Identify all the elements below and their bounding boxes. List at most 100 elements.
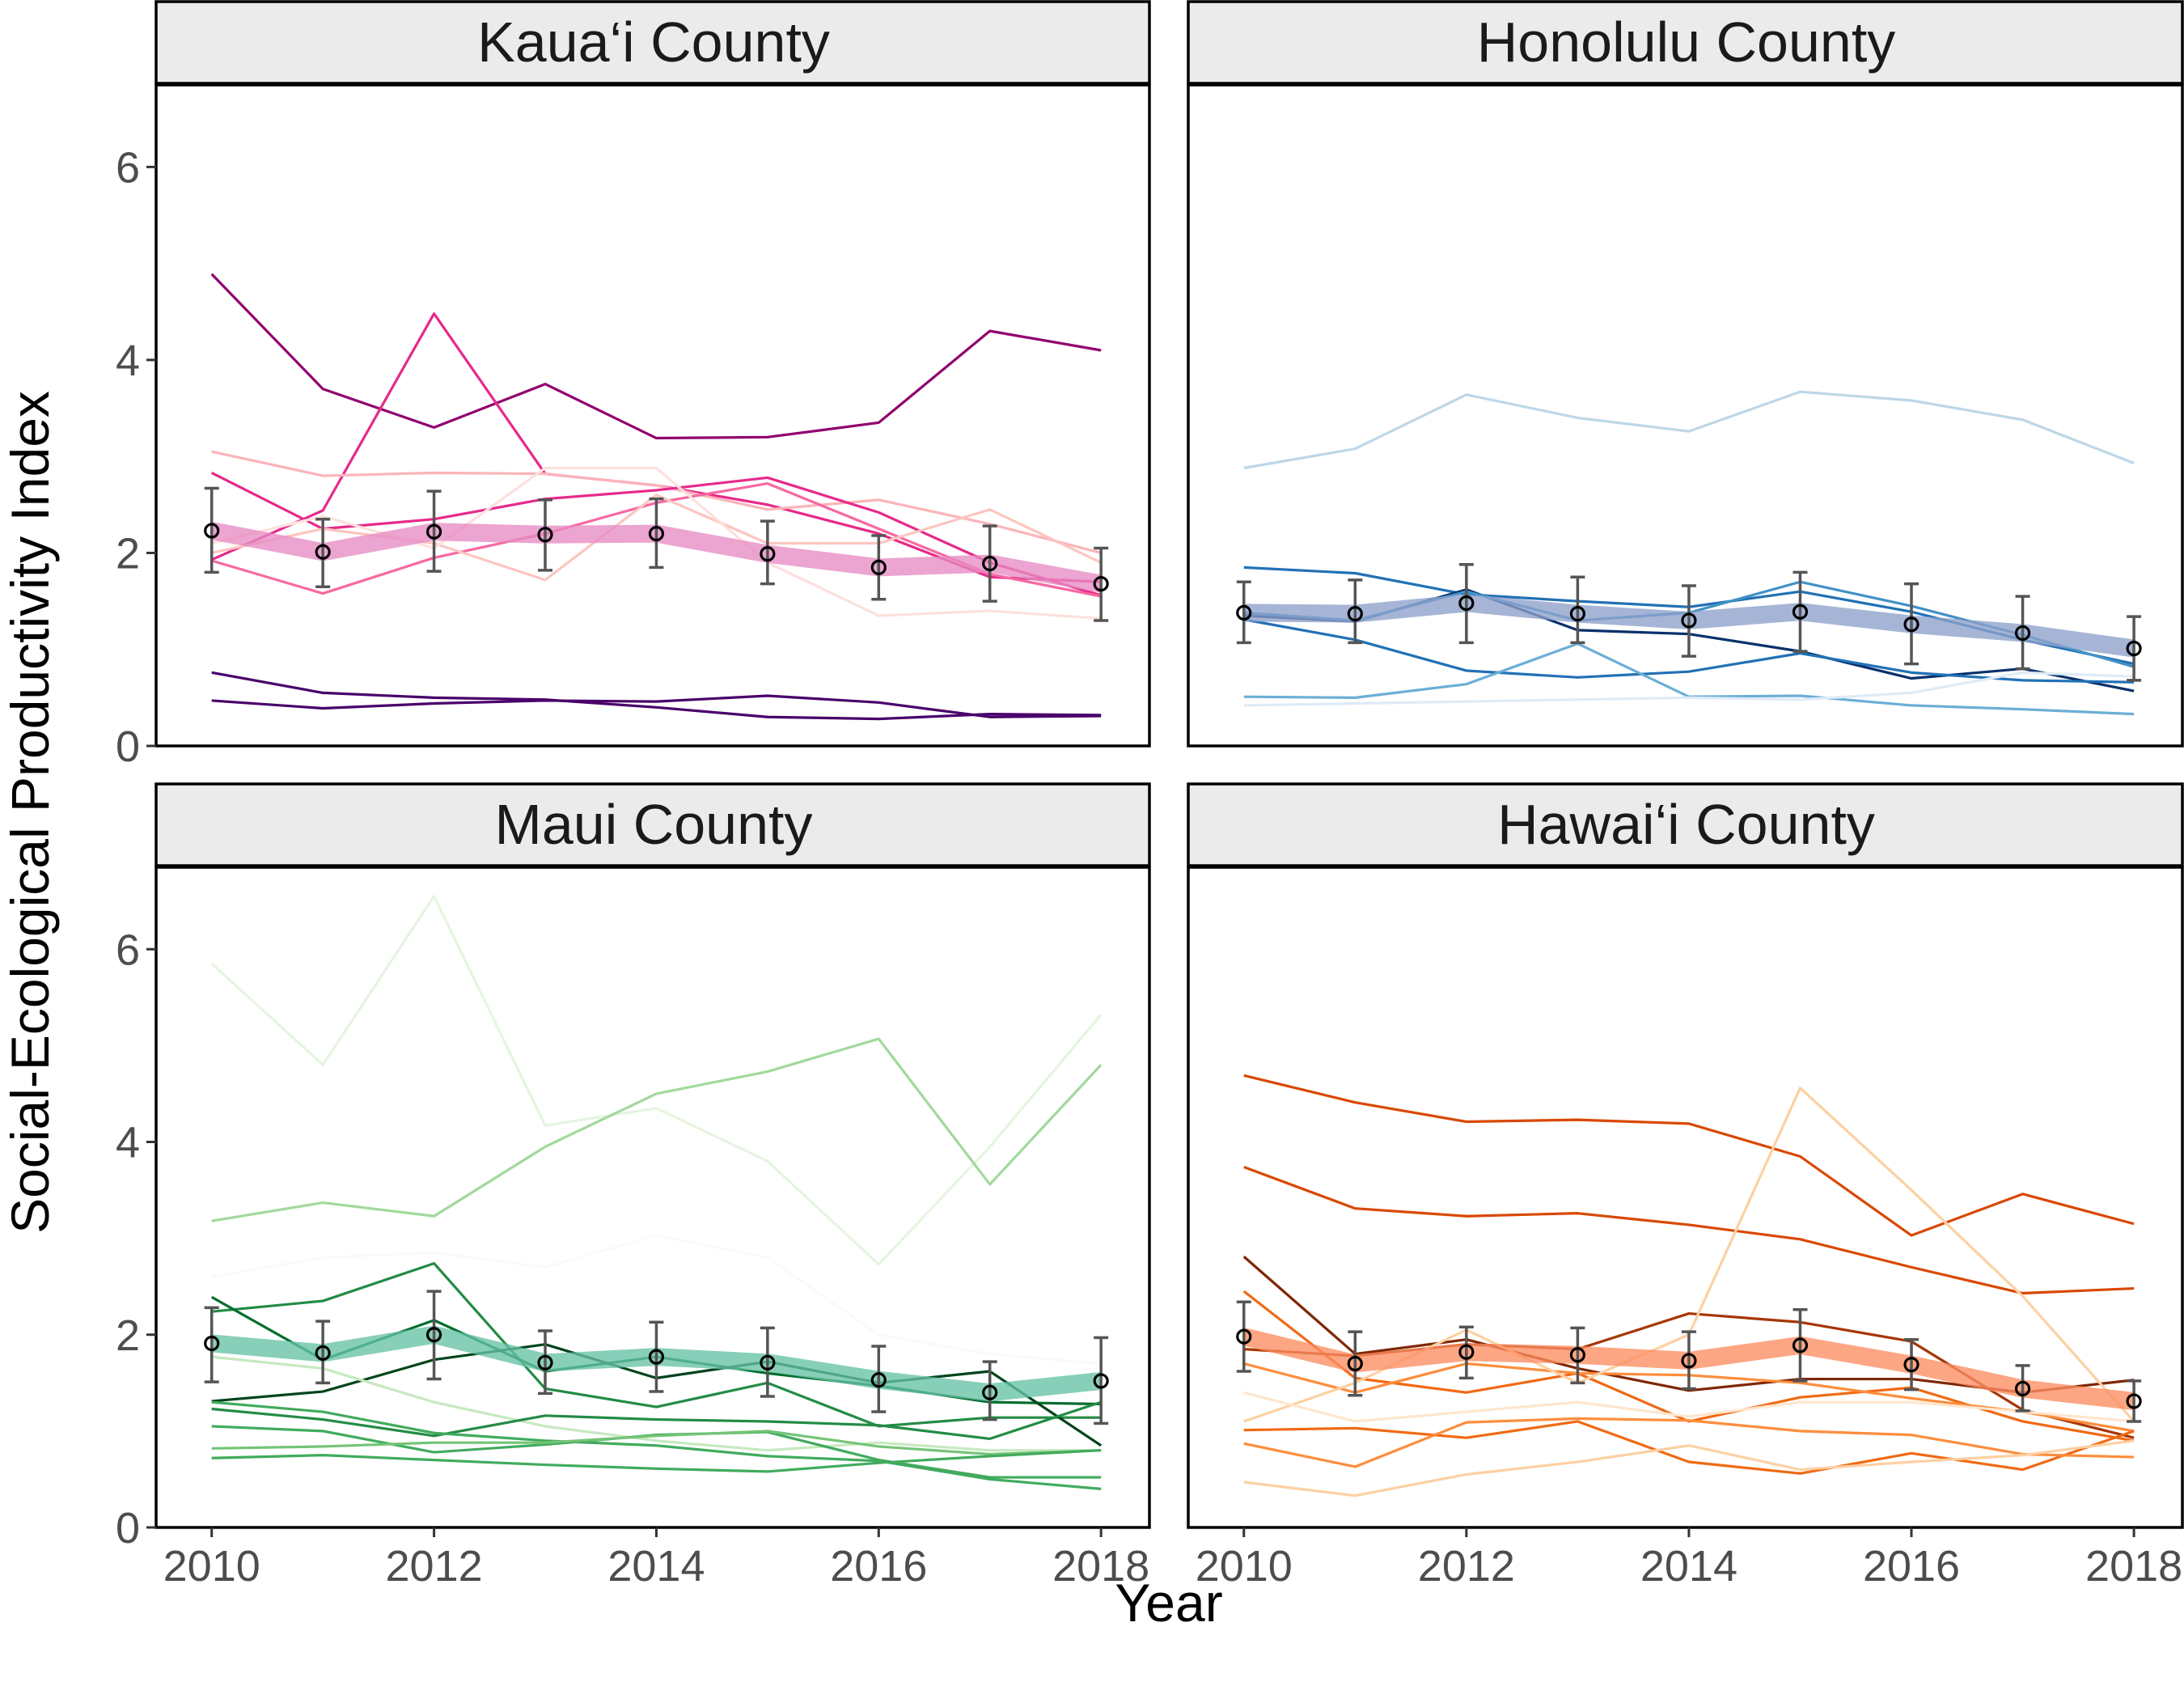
- mean-point: [648, 526, 665, 542]
- mean-point: [648, 1349, 665, 1365]
- x-tick-label: 2012: [1418, 1542, 1515, 1591]
- x-tick-label: 2016: [1863, 1542, 1960, 1591]
- mean-point: [1569, 1347, 1585, 1363]
- x-tick-label: 2018: [2085, 1542, 2182, 1591]
- y-tick-label: 0: [116, 722, 140, 771]
- facet-title: Maui County: [495, 793, 813, 856]
- x-tick-label: 2010: [1196, 1542, 1293, 1591]
- series-line-4: [1243, 618, 2135, 684]
- panel-3: Maui County 0 2 4 6 2010 2012 2014 2016 2018: [116, 782, 1151, 1591]
- panel-border: [154, 866, 1151, 1529]
- mean-point: [982, 555, 998, 572]
- mean-point: [2014, 1380, 2031, 1397]
- panel-border: [154, 83, 1151, 748]
- mean-point: [1347, 1355, 1363, 1372]
- series-line-7: [211, 1355, 1102, 1452]
- series-line-10: [1243, 1439, 2135, 1498]
- series-line-2: [211, 1037, 1103, 1222]
- y-tick-label: 2: [116, 1311, 140, 1360]
- mean-point: [1458, 1344, 1475, 1360]
- series-line-9: [211, 694, 1102, 718]
- facet-title: Hawai‘i County: [1497, 793, 1875, 856]
- mean-point: [2126, 1393, 2142, 1409]
- series-line-1: [210, 273, 1102, 440]
- y-tick-label: 4: [116, 337, 140, 385]
- facet-panels: Kaua‘i County 0 2 4 6 Honolulu County Maui Cou…: [116, 0, 2184, 1591]
- panel-1: Kaua‘i County 0 2 4 6: [116, 0, 1151, 771]
- series-line-6: [211, 494, 1102, 582]
- facet-title: Honolulu County: [1477, 11, 1896, 74]
- mean-point: [1903, 1357, 1919, 1373]
- mean-point: [1458, 595, 1475, 612]
- mean-point: [870, 1372, 887, 1388]
- plot-area: [1236, 1074, 2142, 1498]
- mean-point: [760, 546, 776, 562]
- mean-point: [870, 559, 887, 575]
- series-line-2: [1243, 1165, 2135, 1295]
- mean-point: [537, 527, 553, 543]
- y-tick-label: 6: [116, 143, 140, 192]
- series-line-8: [211, 1400, 1102, 1441]
- mean-point: [425, 523, 442, 540]
- facet-strip: [1187, 782, 2184, 867]
- series-line-1: [210, 895, 1103, 1266]
- series-line-3: [211, 1234, 1102, 1366]
- x-tick-label: 2010: [163, 1542, 260, 1591]
- mean-point: [204, 1335, 220, 1352]
- mean-point: [982, 1384, 998, 1400]
- mean-point: [1792, 1337, 1809, 1354]
- series-line-3: [211, 450, 1102, 555]
- series-line-12: [211, 1449, 1102, 1473]
- x-tick-label: 2012: [386, 1542, 483, 1591]
- mean-point: [1236, 1328, 1252, 1345]
- series-line-9: [1243, 1417, 2135, 1468]
- plot-area: [204, 273, 1109, 721]
- y-axis-title: Social-Ecological Productivity Index: [0, 391, 60, 1234]
- facet-strip: [1187, 0, 2184, 85]
- panel-4: Hawai‘i County 2010 2012 2014 2016 2018: [1187, 782, 2184, 1591]
- series-line-11: [211, 1430, 1102, 1456]
- mean-point: [537, 1354, 553, 1370]
- series-line-7: [1243, 671, 2135, 707]
- facet-title: Kaua‘i County: [477, 11, 830, 74]
- mean-point: [1792, 604, 1809, 620]
- mean-point: [315, 544, 331, 560]
- plot-area: [204, 895, 1109, 1490]
- series-line-4: [211, 1261, 1102, 1428]
- series-line-10: [211, 1400, 1102, 1490]
- y-tick-label: 0: [116, 1504, 140, 1553]
- series-line-11: [1243, 1391, 2135, 1423]
- y-tick-label: 4: [116, 1119, 140, 1167]
- series-line-8: [1243, 1420, 2135, 1475]
- x-tick-label: 2018: [1052, 1542, 1149, 1591]
- mean-point: [425, 1327, 442, 1343]
- mean-point: [1093, 576, 1109, 592]
- mean-point: [204, 523, 220, 539]
- x-tick-label: 2014: [607, 1542, 705, 1591]
- facet-strip: [154, 782, 1151, 867]
- mean-point: [1236, 604, 1252, 621]
- panel-border: [1187, 83, 2184, 748]
- mean-point: [1093, 1373, 1109, 1389]
- y-tick-label: 2: [116, 529, 140, 578]
- mean-point: [760, 1354, 776, 1370]
- x-tick-label: 2016: [830, 1542, 927, 1591]
- panel-2: Honolulu County: [1187, 0, 2184, 748]
- series-line-1: [1243, 1074, 2135, 1237]
- mean-point: [1903, 616, 1919, 633]
- mean-point: [315, 1345, 331, 1361]
- mean-point: [1569, 605, 1585, 622]
- mean-point: [1681, 1353, 1697, 1369]
- mean-point: [2014, 625, 2031, 642]
- facet-strip: [154, 0, 1151, 85]
- series-line-8: [211, 671, 1102, 721]
- plot-area: [1236, 390, 2142, 716]
- y-tick-label: 6: [116, 926, 140, 974]
- panel-border: [1187, 866, 2184, 1529]
- mean-point: [1347, 605, 1363, 622]
- mean-point: [2126, 640, 2142, 657]
- x-tick-label: 2014: [1640, 1542, 1737, 1591]
- mean-point: [1681, 612, 1697, 629]
